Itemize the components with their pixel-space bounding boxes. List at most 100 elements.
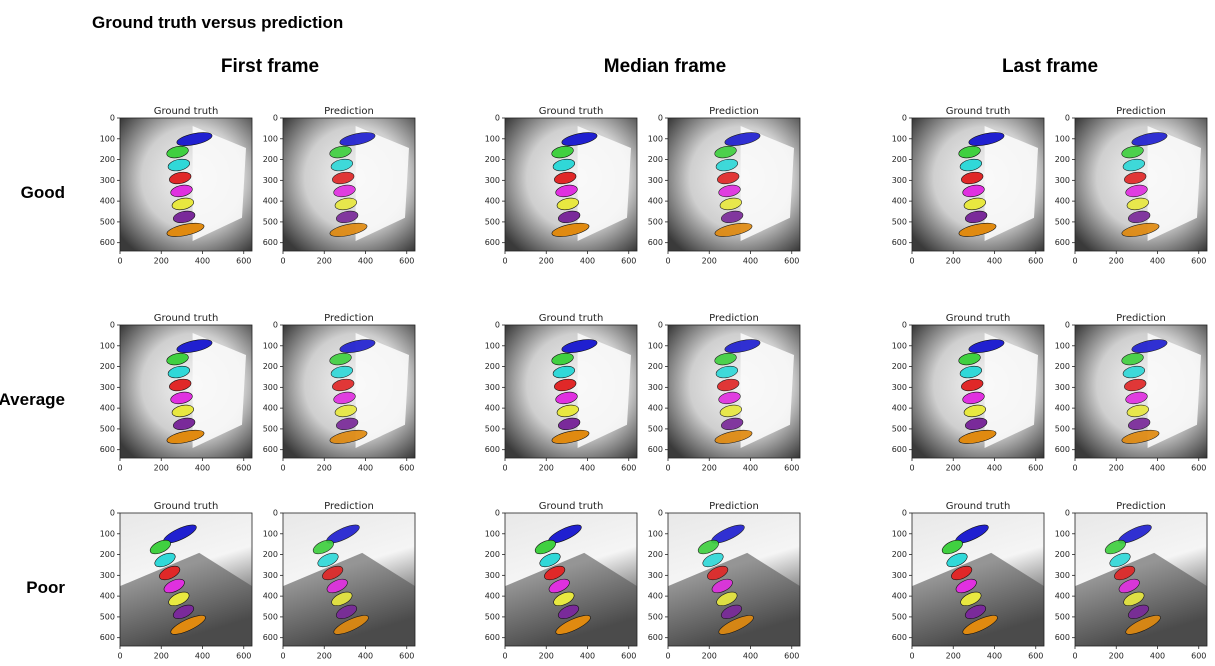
y-tick-label: 0 <box>273 509 278 518</box>
y-tick-label: 100 <box>100 529 115 538</box>
y-tick-label: 400 <box>263 404 278 413</box>
panel-title: Prediction <box>709 313 759 324</box>
y-tick-label: 300 <box>648 383 663 392</box>
y-tick-label: 0 <box>1065 321 1070 330</box>
y-tick-label: 200 <box>263 362 278 371</box>
y-tick-label: 600 <box>485 445 500 454</box>
x-tick-label: 400 <box>195 257 210 266</box>
figure: Ground truth versus prediction First fra… <box>0 0 1215 666</box>
x-tick-label: 200 <box>154 257 169 266</box>
y-tick-label: 300 <box>1055 383 1070 392</box>
y-tick-label: 500 <box>100 217 115 226</box>
row-label: Poor <box>26 578 65 597</box>
y-tick-label: 300 <box>100 383 115 392</box>
x-tick-label: 400 <box>987 464 1002 473</box>
y-tick-label: 500 <box>648 424 663 433</box>
y-tick-label: 200 <box>263 155 278 164</box>
y-tick-label: 300 <box>892 571 907 580</box>
y-tick-label: 100 <box>263 134 278 143</box>
x-tick-label: 200 <box>946 257 961 266</box>
x-tick-label: 600 <box>236 464 251 473</box>
x-tick-label: 400 <box>1150 652 1165 661</box>
x-tick-label: 200 <box>1109 652 1124 661</box>
y-tick-label: 500 <box>648 217 663 226</box>
y-tick-label: 0 <box>110 321 115 330</box>
panel-title: Ground truth <box>154 106 219 117</box>
y-tick-label: 0 <box>110 509 115 518</box>
x-tick-label: 200 <box>1109 464 1124 473</box>
y-tick-label: 200 <box>1055 550 1070 559</box>
y-tick-label: 0 <box>658 114 663 123</box>
y-tick-label: 600 <box>263 238 278 247</box>
x-tick-label: 0 <box>280 257 285 266</box>
x-tick-label: 600 <box>1028 652 1043 661</box>
x-tick-label: 0 <box>502 652 507 661</box>
y-tick-label: 0 <box>495 114 500 123</box>
y-tick-label: 200 <box>100 550 115 559</box>
x-tick-label: 600 <box>399 652 414 661</box>
y-tick-label: 100 <box>263 529 278 538</box>
x-tick-label: 200 <box>317 464 332 473</box>
x-tick-label: 0 <box>502 257 507 266</box>
y-tick-label: 100 <box>1055 529 1070 538</box>
y-tick-label: 100 <box>648 529 663 538</box>
y-tick-label: 600 <box>485 238 500 247</box>
y-tick-label: 0 <box>1065 114 1070 123</box>
panel-title: Prediction <box>324 313 374 324</box>
x-tick-label: 600 <box>236 257 251 266</box>
x-tick-label: 0 <box>1072 257 1077 266</box>
panel-title: Ground truth <box>946 106 1011 117</box>
x-tick-label: 400 <box>358 464 373 473</box>
x-tick-label: 400 <box>358 652 373 661</box>
x-tick-label: 0 <box>502 464 507 473</box>
y-tick-label: 600 <box>1055 445 1070 454</box>
x-tick-label: 200 <box>317 257 332 266</box>
y-tick-label: 200 <box>485 550 500 559</box>
x-tick-label: 600 <box>621 464 636 473</box>
x-tick-label: 400 <box>987 652 1002 661</box>
y-tick-label: 600 <box>100 238 115 247</box>
panel-title: Prediction <box>709 106 759 117</box>
x-tick-label: 600 <box>1028 464 1043 473</box>
row-label: Good <box>21 183 65 202</box>
y-tick-label: 200 <box>648 155 663 164</box>
panel-title: Ground truth <box>154 501 219 512</box>
y-tick-label: 200 <box>1055 362 1070 371</box>
y-tick-label: 300 <box>648 571 663 580</box>
x-tick-label: 400 <box>743 257 758 266</box>
x-tick-label: 400 <box>1150 257 1165 266</box>
panel-title: Prediction <box>1116 106 1166 117</box>
x-tick-label: 0 <box>117 257 122 266</box>
y-tick-label: 600 <box>892 445 907 454</box>
y-tick-label: 400 <box>1055 592 1070 601</box>
figure-title: Ground truth versus prediction <box>92 13 343 32</box>
y-tick-label: 100 <box>485 529 500 538</box>
y-tick-label: 500 <box>892 217 907 226</box>
y-tick-label: 500 <box>485 217 500 226</box>
y-tick-label: 300 <box>263 176 278 185</box>
y-tick-label: 200 <box>100 155 115 164</box>
y-tick-label: 300 <box>648 176 663 185</box>
y-tick-label: 200 <box>648 362 663 371</box>
column-header: First frame <box>221 56 319 77</box>
y-tick-label: 100 <box>892 134 907 143</box>
y-tick-label: 400 <box>648 592 663 601</box>
y-tick-label: 100 <box>263 341 278 350</box>
x-tick-label: 600 <box>399 464 414 473</box>
x-tick-label: 400 <box>580 652 595 661</box>
y-tick-label: 100 <box>892 341 907 350</box>
y-tick-label: 600 <box>263 633 278 642</box>
y-tick-label: 200 <box>1055 155 1070 164</box>
y-tick-label: 200 <box>892 362 907 371</box>
y-tick-label: 100 <box>648 341 663 350</box>
x-tick-label: 200 <box>539 464 554 473</box>
x-tick-label: 200 <box>317 652 332 661</box>
y-tick-label: 400 <box>892 197 907 206</box>
x-tick-label: 0 <box>280 652 285 661</box>
y-tick-label: 200 <box>485 362 500 371</box>
x-tick-label: 0 <box>1072 464 1077 473</box>
y-tick-label: 100 <box>648 134 663 143</box>
y-tick-label: 600 <box>1055 633 1070 642</box>
y-tick-label: 200 <box>892 550 907 559</box>
y-tick-label: 400 <box>892 404 907 413</box>
